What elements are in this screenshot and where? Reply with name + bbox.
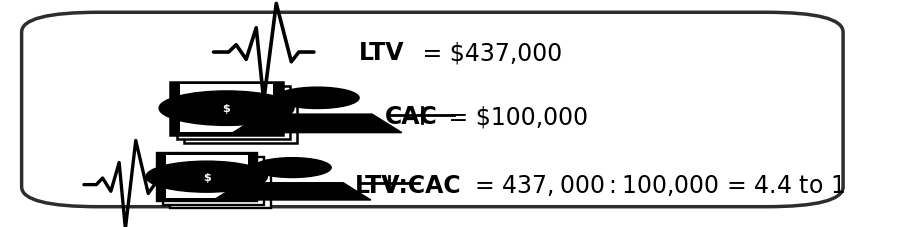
Bar: [170, 82, 283, 135]
Circle shape: [226, 173, 259, 181]
Text: LTV:CAC: LTV:CAC: [354, 173, 461, 197]
Polygon shape: [213, 183, 371, 200]
Bar: [157, 153, 256, 201]
Circle shape: [146, 161, 267, 192]
Circle shape: [248, 104, 286, 114]
Circle shape: [254, 158, 331, 178]
Bar: [178, 86, 289, 139]
Text: $: $: [202, 172, 211, 182]
Text: :: :: [173, 171, 185, 199]
Bar: [184, 90, 297, 143]
Text: = $100,000: = $100,000: [441, 105, 588, 128]
Bar: [166, 155, 248, 198]
Bar: [180, 85, 273, 133]
Circle shape: [159, 91, 294, 126]
Circle shape: [154, 173, 188, 181]
Bar: [170, 161, 270, 209]
Text: LTV: LTV: [359, 41, 404, 65]
FancyBboxPatch shape: [22, 13, 843, 207]
Polygon shape: [233, 115, 402, 133]
Circle shape: [276, 88, 359, 109]
Bar: [163, 157, 264, 205]
Text: CAC: CAC: [385, 105, 438, 128]
Text: = $437,000: = $437,000: [415, 41, 562, 65]
Text: = $437,000:$100,000 = 4.4 to 1: = $437,000:$100,000 = 4.4 to 1: [467, 172, 845, 197]
Circle shape: [168, 104, 205, 114]
Text: $: $: [223, 104, 231, 114]
